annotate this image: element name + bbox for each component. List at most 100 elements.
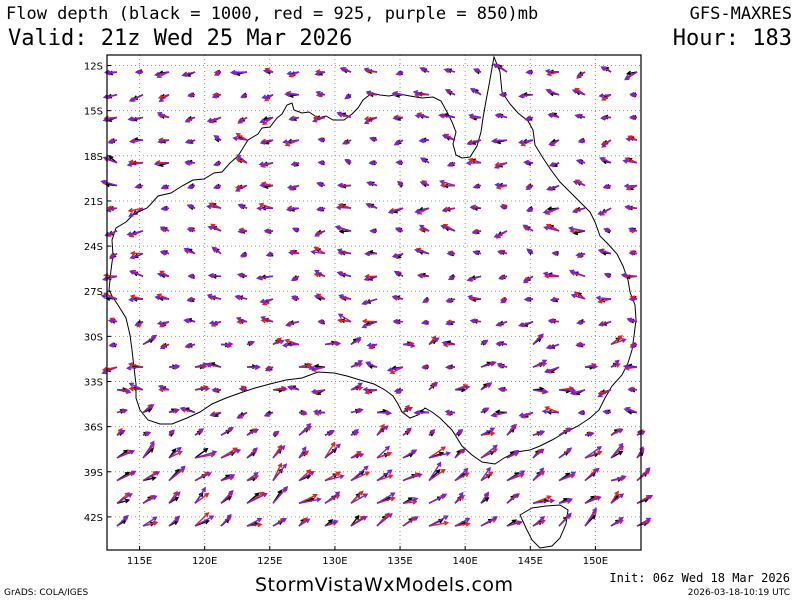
vector-850mb bbox=[610, 516, 624, 527]
vector-850mb bbox=[610, 442, 624, 459]
vector-850mb bbox=[402, 342, 416, 348]
vector-850mb bbox=[211, 246, 222, 255]
vector-850mb bbox=[109, 253, 118, 260]
vector-850mb bbox=[575, 342, 586, 348]
vector-850mb bbox=[341, 139, 352, 145]
lat-tick-label: 42S bbox=[84, 513, 103, 524]
vector-850mb bbox=[246, 472, 259, 482]
vector-925mb bbox=[258, 202, 274, 209]
vector-850mb bbox=[285, 206, 300, 212]
vector-850mb bbox=[376, 445, 391, 459]
vector-850mb bbox=[272, 339, 285, 346]
vector-850mb bbox=[441, 134, 456, 141]
vector-850mb bbox=[446, 161, 456, 167]
vector-850mb bbox=[101, 366, 118, 375]
vector-850mb bbox=[236, 411, 248, 419]
vector-850mb bbox=[419, 157, 430, 164]
vector-850mb bbox=[324, 491, 341, 504]
vector-850mb bbox=[181, 71, 196, 77]
vector-850mb bbox=[376, 425, 389, 436]
vector-850mb bbox=[324, 341, 342, 347]
vector-850mb bbox=[395, 70, 404, 76]
vector-850mb bbox=[285, 321, 300, 327]
vector-850mb bbox=[471, 229, 482, 235]
vector-850mb bbox=[428, 381, 439, 391]
vector-850mb bbox=[558, 512, 572, 527]
vector-850mb bbox=[213, 135, 222, 141]
vector-850mb bbox=[184, 138, 196, 144]
vector-850mb bbox=[207, 225, 222, 232]
vector-850mb bbox=[298, 497, 322, 504]
vector-850mb bbox=[595, 295, 612, 301]
grid-lines bbox=[107, 55, 641, 550]
valid-time: Valid: 21z Wed 25 Mar 2026 bbox=[8, 26, 353, 51]
vector-850mb bbox=[291, 227, 300, 233]
vector-850mb bbox=[220, 448, 242, 459]
vector-850mb bbox=[168, 515, 181, 527]
vector-925mb bbox=[361, 318, 378, 324]
vector-850mb bbox=[339, 67, 352, 73]
latitude-labels: 12S 15S 18S 21S 24S 27S 30S 33S 36S 39S 42S bbox=[84, 62, 103, 524]
vector-850mb bbox=[365, 90, 378, 96]
vector-850mb bbox=[622, 158, 638, 164]
vector-850mb bbox=[116, 449, 136, 459]
vector-850mb bbox=[469, 205, 482, 211]
vector-850mb bbox=[363, 275, 378, 282]
vector-850mb bbox=[391, 294, 404, 300]
vector-850mb bbox=[142, 334, 158, 345]
vector-850mb bbox=[623, 407, 638, 414]
vector-850mb bbox=[272, 444, 286, 459]
vector-850mb bbox=[542, 207, 560, 215]
vector-850mb bbox=[194, 386, 211, 392]
vector-850mb bbox=[129, 252, 144, 260]
vector-850mb bbox=[584, 364, 599, 370]
vector-925mb bbox=[336, 318, 352, 324]
lat-tick-label: 36S bbox=[84, 423, 103, 434]
vector-850mb bbox=[523, 275, 534, 284]
lat-tick-label: 12S bbox=[84, 62, 103, 73]
vector-850mb bbox=[194, 450, 218, 459]
vector-850mb bbox=[418, 138, 430, 144]
lon-tick-label: 145E bbox=[518, 556, 543, 567]
vector-850mb bbox=[391, 252, 404, 259]
vector-850mb bbox=[584, 507, 597, 527]
vector-850mb bbox=[610, 474, 627, 482]
vector-850mb bbox=[444, 364, 456, 370]
vector-850mb bbox=[288, 250, 300, 256]
vector-850mb bbox=[494, 182, 508, 188]
vector-850mb bbox=[445, 297, 456, 303]
vector-925mb bbox=[610, 490, 619, 504]
vector-850mb bbox=[236, 154, 248, 164]
vector-850mb bbox=[229, 69, 248, 75]
vector-850mb bbox=[220, 489, 234, 504]
vector-850mb bbox=[568, 269, 586, 277]
vector-850mb bbox=[636, 467, 651, 482]
vector-850mb bbox=[183, 247, 196, 255]
vector-925mb bbox=[350, 471, 371, 482]
vector-850mb bbox=[439, 179, 456, 187]
vector-850mb bbox=[465, 160, 482, 166]
vector-850mb bbox=[142, 431, 152, 437]
vector-850mb bbox=[156, 111, 170, 119]
vector-850mb bbox=[490, 138, 508, 144]
vector-850mb bbox=[272, 518, 288, 527]
vector-850mb bbox=[264, 366, 274, 372]
vector-850mb bbox=[187, 273, 196, 279]
vector-850mb bbox=[335, 205, 352, 211]
vector-850mb bbox=[628, 250, 638, 256]
vector-850mb bbox=[428, 451, 452, 459]
vector-850mb bbox=[571, 207, 586, 214]
vector-850mb bbox=[364, 251, 378, 257]
vector-850mb bbox=[454, 384, 471, 391]
vector-850mb bbox=[532, 448, 545, 459]
vector-850mb bbox=[184, 343, 196, 349]
vector-850mb bbox=[286, 385, 300, 391]
vector-925mb bbox=[376, 474, 394, 482]
vector-850mb bbox=[376, 469, 393, 482]
vector-850mb bbox=[237, 228, 248, 234]
vector-850mb bbox=[183, 318, 196, 324]
vector-850mb bbox=[116, 429, 126, 436]
vector-850mb bbox=[186, 227, 196, 233]
vector-850mb bbox=[259, 182, 274, 188]
